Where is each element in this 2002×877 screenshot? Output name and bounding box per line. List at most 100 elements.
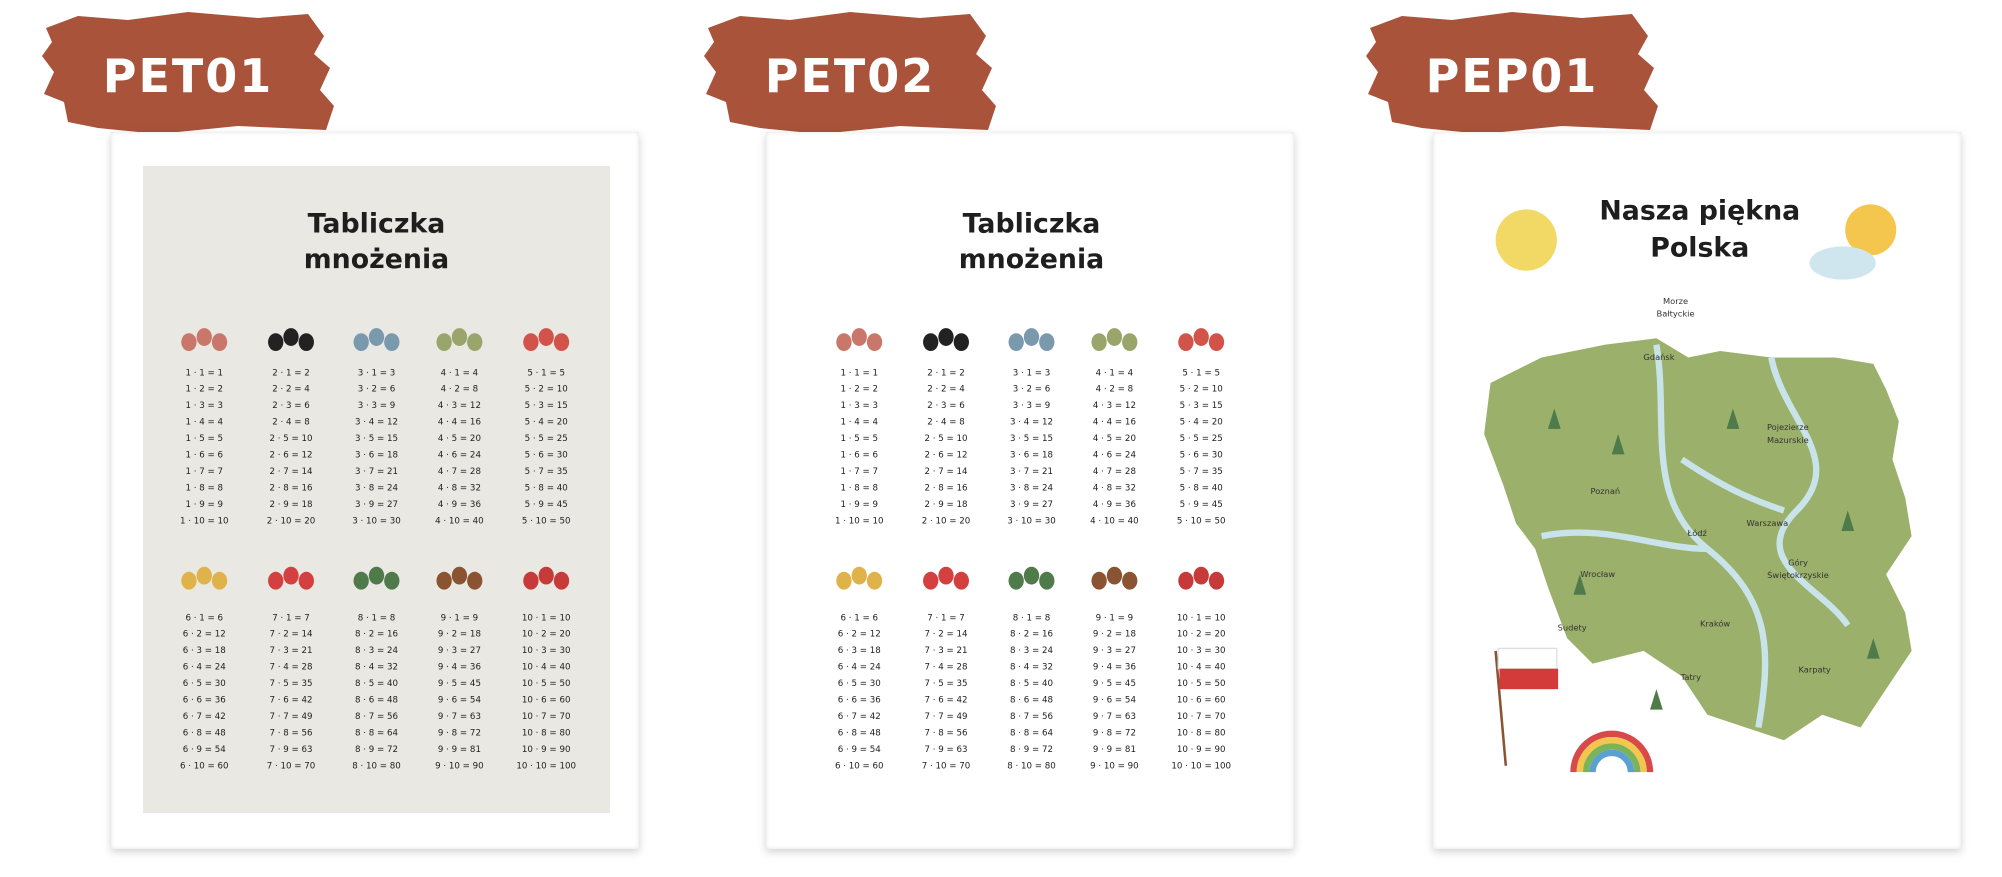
equation: 5 · 5 = 25 [1180, 434, 1223, 444]
equation: 1 · 10 = 10 [835, 516, 884, 526]
equation: 3 · 4 = 12 [355, 418, 398, 428]
poster: Nasza piękna Polska Morze Bałtyckie Gdańsk Po… [1465, 166, 1932, 813]
equation: 4 · 1 = 4 [1096, 368, 1134, 378]
equation: 3 · 10 = 30 [1007, 516, 1056, 526]
equation: 1 · 9 = 9 [840, 500, 878, 510]
table-icon [181, 566, 228, 590]
equation: 10 · 3 = 30 [1177, 646, 1226, 656]
equation: 4 · 5 = 20 [438, 434, 481, 444]
icon-shape [1106, 566, 1123, 585]
equation: 3 · 1 = 3 [1013, 368, 1051, 378]
river [1680, 456, 1785, 514]
map-label: Kraków [1700, 619, 1730, 629]
equation: 1 · 6 = 6 [185, 451, 223, 461]
equation: 7 · 10 = 70 [267, 761, 316, 771]
icon-shape [1039, 571, 1055, 590]
equation: 7 · 8 = 56 [269, 729, 312, 739]
icon-shape [938, 566, 954, 585]
equation: 7 · 3 = 21 [269, 646, 312, 656]
equation: 1 · 1 = 1 [840, 368, 878, 378]
icon-shape [384, 571, 400, 590]
equation: 9 · 3 = 27 [1093, 646, 1136, 656]
map-label: Bałtyckie [1657, 309, 1695, 319]
equation: 2 · 1 = 2 [927, 368, 965, 378]
rainbow [1570, 730, 1654, 773]
icon-shape [467, 333, 483, 352]
equation: 4 · 3 = 12 [1093, 401, 1136, 411]
icon-shape [1091, 333, 1107, 352]
poster-title: Tabliczka [963, 208, 1101, 239]
equation: 4 · 4 = 16 [438, 418, 481, 428]
equation: 5 · 4 = 20 [1180, 418, 1223, 428]
equation: 9 · 2 = 18 [1093, 630, 1136, 640]
equation: 4 · 2 = 8 [441, 385, 479, 395]
equation: 4 · 9 = 36 [438, 500, 481, 510]
equation: 1 · 2 = 2 [185, 385, 223, 395]
rainbow [1583, 743, 1641, 773]
icon-shape [953, 333, 969, 352]
equation: 7 · 7 = 49 [924, 712, 967, 722]
river [1540, 529, 1708, 553]
equation: 7 · 7 = 49 [269, 712, 312, 722]
equation: 9 · 7 = 63 [438, 712, 481, 722]
table-icon [268, 328, 314, 352]
icon-shape [467, 571, 483, 590]
equation: 9 · 6 = 54 [1093, 696, 1137, 706]
equation: 4 · 6 = 24 [438, 451, 482, 461]
icon-shape [436, 333, 452, 352]
equation: 5 · 10 = 50 [522, 516, 571, 526]
moon [1495, 209, 1557, 271]
equation: 2 · 10 = 20 [922, 516, 971, 526]
equation: 10 · 1 = 10 [522, 613, 571, 623]
equation: 9 · 6 = 54 [438, 696, 482, 706]
equation: 8 · 5 = 40 [1010, 679, 1053, 689]
equation: 7 · 1 = 7 [272, 613, 310, 623]
equation: 8 · 8 = 64 [355, 729, 399, 739]
label-badge: PET01 [42, 12, 334, 134]
icon-shape [1208, 571, 1225, 590]
icon-shape [836, 571, 852, 590]
icon-shape [938, 328, 954, 346]
equation: 5 · 6 = 30 [525, 451, 568, 461]
table-icon [523, 566, 570, 590]
table-icon [436, 328, 483, 352]
equation: 6 · 1 = 6 [185, 613, 223, 623]
table-icon [923, 328, 969, 352]
poster-background [798, 166, 1265, 813]
equation: 3 · 7 = 21 [1010, 467, 1053, 477]
equation: 5 · 3 = 15 [1180, 401, 1223, 411]
equation: 3 · 10 = 30 [352, 516, 401, 526]
equation: 9 · 8 = 72 [1093, 729, 1136, 739]
table-icon [1091, 566, 1138, 590]
equation: 1 · 1 = 1 [185, 368, 223, 378]
equation: 8 · 7 = 56 [355, 712, 398, 722]
icon-shape [368, 328, 385, 346]
equation: 2 · 3 = 6 [272, 401, 310, 411]
equation: 9 · 10 = 90 [435, 761, 484, 771]
table-icon [923, 566, 969, 590]
equation: 7 · 8 = 56 [924, 729, 967, 739]
icon-shape [298, 571, 314, 590]
equation: 8 · 9 = 72 [1010, 745, 1053, 755]
equation: 1 · 3 = 3 [185, 401, 223, 411]
brush-stroke [42, 12, 334, 134]
equation: 10 · 2 = 20 [1177, 630, 1226, 640]
icon-shape [1193, 328, 1209, 346]
equation: 9 · 9 = 81 [438, 745, 481, 755]
equation: 9 · 4 = 36 [438, 663, 481, 673]
equation: 6 · 10 = 60 [180, 761, 229, 771]
equation: 5 · 2 = 10 [1180, 385, 1223, 395]
equation: 9 · 3 = 27 [438, 646, 481, 656]
equation: 8 · 2 = 16 [1010, 630, 1053, 640]
equation: 3 · 7 = 21 [355, 467, 398, 477]
equation: 2 · 4 = 8 [272, 418, 310, 428]
equation: 2 · 2 = 4 [272, 385, 310, 395]
equation: 2 · 2 = 4 [927, 385, 965, 395]
equation: 7 · 6 = 42 [924, 696, 967, 706]
equation: 3 · 2 = 6 [1013, 385, 1051, 395]
map-label: Morze [1663, 296, 1688, 306]
equation: 1 · 10 = 10 [180, 516, 229, 526]
equation: 4 · 9 = 36 [1093, 500, 1136, 510]
equation: 6 · 1 = 6 [840, 613, 878, 623]
equation: 6 · 3 = 18 [183, 646, 226, 656]
